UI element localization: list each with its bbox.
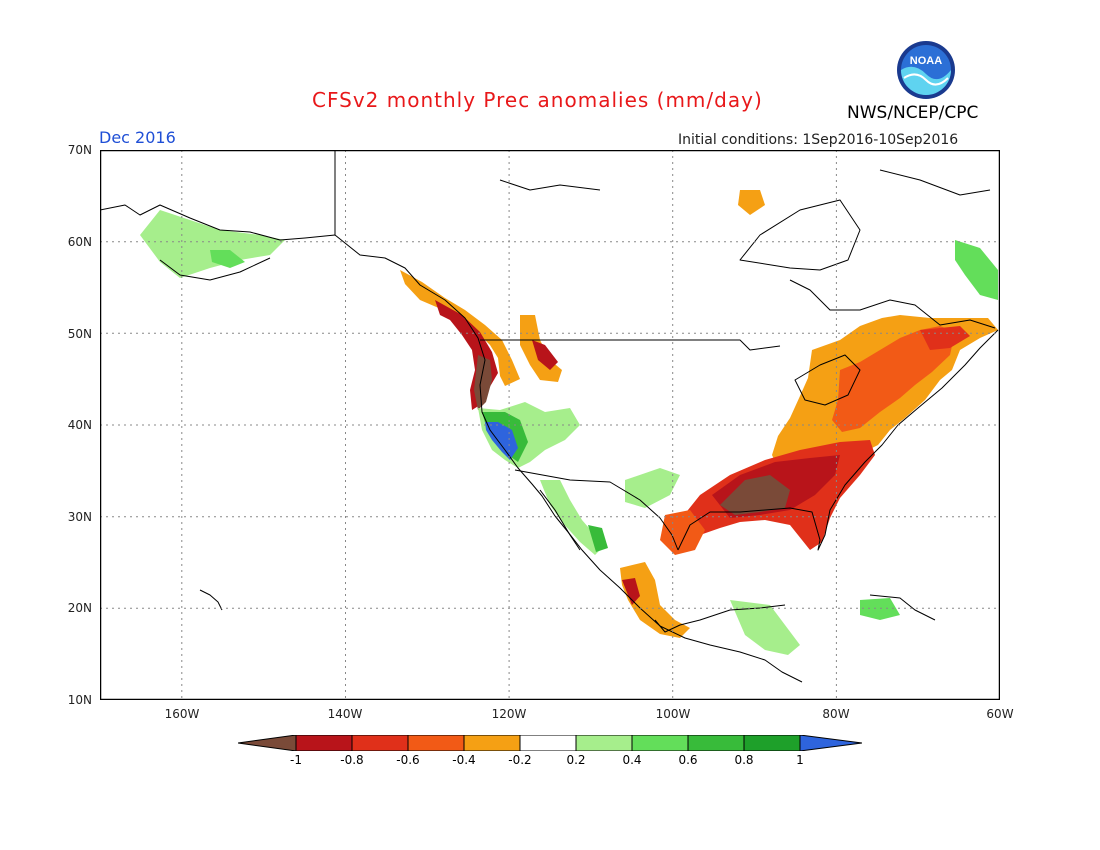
colorbar-swatch-9 <box>743 735 801 751</box>
us-mexico-border <box>514 469 679 551</box>
forecast-month: Dec 2016 <box>99 128 176 147</box>
colorbar-label: -0.2 <box>508 753 532 767</box>
colorbar-swatch-4 <box>463 735 521 751</box>
noaa-logo-text: NOAA <box>910 55 942 67</box>
lat-label-70n: 70N <box>67 143 92 157</box>
colorbar <box>238 735 862 751</box>
colorbar-label: 0.6 <box>678 753 698 767</box>
colorbar-label: -0.6 <box>396 753 420 767</box>
maritimes-red-area <box>920 326 970 350</box>
colorbar-low-arrow <box>238 735 297 751</box>
map-frame <box>100 150 1000 700</box>
colorbar-high-arrow <box>799 735 862 751</box>
idaho-red-area <box>532 340 558 370</box>
initial-conditions: Initial conditions: 1Sep2016-10Sep2016 <box>678 132 959 148</box>
lon-label-100w: 100W <box>655 707 691 721</box>
hudson-east-coast <box>789 279 996 329</box>
colorbar-label: -0.8 <box>340 753 364 767</box>
map-title: CFSv2 monthly Prec anomalies (mm/day) <box>312 88 763 112</box>
coastlines <box>100 150 999 683</box>
caribbean-green-area <box>860 598 900 620</box>
colorbar-swatch-1 <box>295 735 353 751</box>
lon-label-160w: 160W <box>164 707 200 721</box>
hudson-bay <box>739 199 861 271</box>
colorbar-swatch-5 <box>519 735 577 751</box>
anomaly-map <box>100 150 1000 700</box>
arctic-island-1 <box>499 179 601 191</box>
texas-light-green-area <box>625 468 680 508</box>
arctic-orange-area <box>738 190 765 215</box>
mexico-green-area <box>588 525 608 552</box>
west-mexico-red-area <box>622 578 640 605</box>
lat-label-50n: 50N <box>67 327 92 341</box>
colorbar-swatch-3 <box>407 735 465 751</box>
alaska-south-coast <box>159 257 271 281</box>
alaska-green-area <box>210 250 245 268</box>
lon-label-120w: 120W <box>491 707 527 721</box>
southeast-brown-area <box>720 475 790 515</box>
california-blue-area <box>485 422 518 460</box>
colorbar-label: 0.2 <box>566 753 586 767</box>
lat-label-60n: 60N <box>67 235 92 249</box>
great-lakes <box>794 354 861 406</box>
alaska-light-green-area <box>140 210 285 278</box>
lat-label-40n: 40N <box>67 418 92 432</box>
baja-coast <box>539 489 581 551</box>
dry-anomaly-areas <box>400 190 998 638</box>
colorbar-swatch-6 <box>575 735 633 751</box>
wet-anomaly-areas <box>140 210 998 655</box>
colorbar-swatch-8 <box>687 735 745 751</box>
colorbar-label: -0.4 <box>452 753 476 767</box>
agency-label: NWS/NCEP/CPC <box>847 103 979 123</box>
lon-label-80w: 80W <box>822 707 850 721</box>
pacific-coastline <box>100 204 803 683</box>
central-america-light-green-area <box>730 600 800 655</box>
cuba <box>869 594 936 621</box>
colorbar-label: 1 <box>796 753 804 767</box>
pnw-orange-area <box>400 270 520 386</box>
colorbar-label: -1 <box>290 753 302 767</box>
gulf-atlantic-coastline <box>677 329 999 551</box>
us-canada-border <box>480 339 781 351</box>
lon-label-60w: 60W <box>986 707 1014 721</box>
lat-label-10n: 10N <box>67 693 92 707</box>
lat-lon-grid <box>100 150 1000 700</box>
gulf-coast-orange-area <box>660 510 705 555</box>
noaa-logo: NOAA <box>897 41 955 99</box>
lat-label-20n: 20N <box>67 601 92 615</box>
colorbar-label: 0.4 <box>622 753 642 767</box>
colorbar-swatch-2 <box>351 735 409 751</box>
lat-label-30n: 30N <box>67 510 92 524</box>
greenland-coast <box>879 169 991 196</box>
colorbar-swatch-7 <box>631 735 689 751</box>
labrador-green-area <box>955 240 998 300</box>
colorbar-label: 0.8 <box>734 753 754 767</box>
pnw-brown-area <box>474 355 492 410</box>
lon-label-140w: 140W <box>327 707 363 721</box>
baja-light-green-area <box>540 480 605 555</box>
northeast-redorange-area <box>832 326 955 432</box>
hawaii <box>199 589 223 611</box>
